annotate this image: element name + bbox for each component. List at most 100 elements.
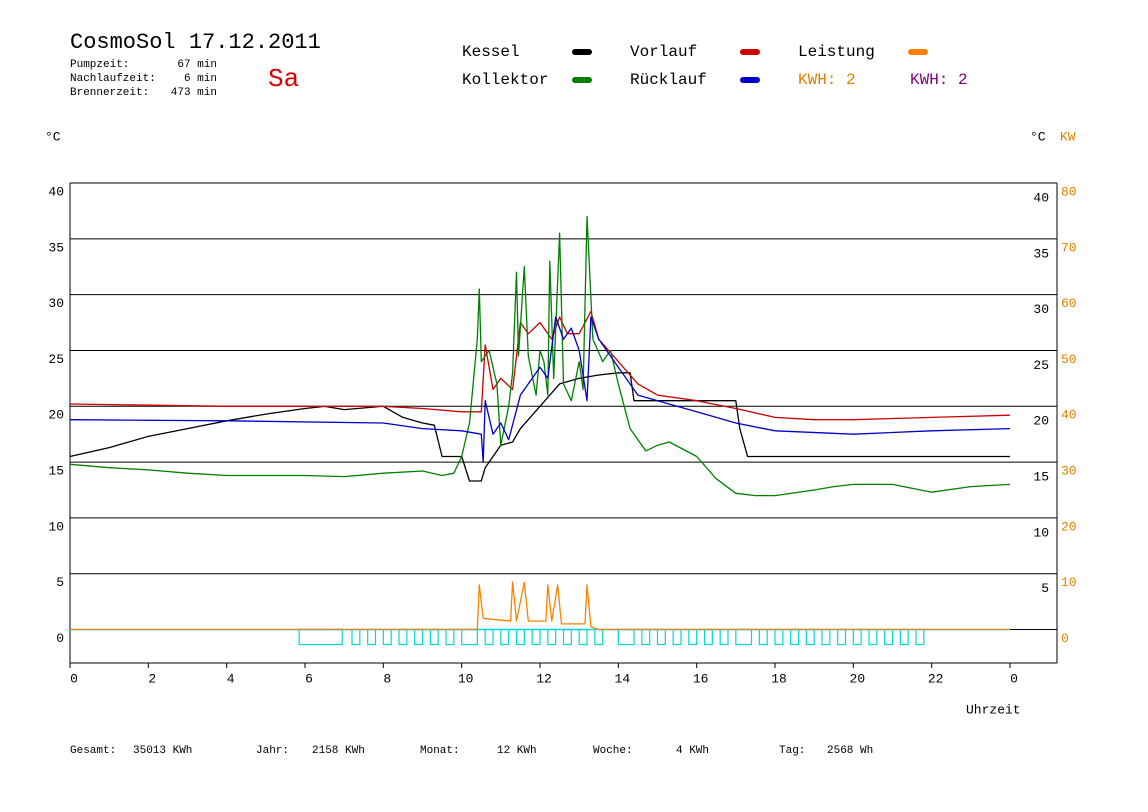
info-label: Brennerzeit: [70, 87, 149, 99]
y2-c-tick-label: 5 [1041, 581, 1049, 596]
x-tick-label: 4 [227, 671, 235, 686]
pump-on [531, 628, 541, 646]
series-line [69, 310, 1011, 421]
y-tick-label: 25 [48, 352, 64, 367]
y2-axis-label: KW [1060, 129, 1076, 144]
pump-on [367, 628, 377, 646]
pump-on [790, 628, 800, 646]
y2-tick-label: 80 [1061, 184, 1077, 199]
footer-label: Tag: [779, 745, 805, 757]
pump-on [484, 628, 494, 646]
info-value: 67 min [177, 59, 217, 71]
pump-on [735, 628, 753, 646]
y2-c-tick-label: 35 [1033, 246, 1049, 261]
pump-on [805, 628, 815, 646]
pump-on [899, 628, 909, 646]
y2-tick-label: 50 [1061, 352, 1077, 367]
info-label: Pumpzeit: [70, 59, 129, 71]
pump-on [445, 628, 455, 646]
pump-on [656, 628, 666, 646]
pump-on [298, 628, 343, 646]
footer-label: Monat: [420, 745, 460, 757]
pump-on [429, 628, 439, 646]
y2-tick-label: 40 [1061, 408, 1077, 423]
y2-tick-label: 60 [1061, 296, 1077, 311]
x-axis-label: Uhrzeit [966, 702, 1021, 717]
footer-label: Woche: [593, 745, 633, 757]
y2-c-tick-label: 10 [1033, 525, 1049, 540]
pump-on [719, 628, 729, 646]
y-tick-label: 30 [48, 296, 64, 311]
info-value: 473 min [171, 87, 217, 99]
chart-title: CosmoSol 17.12.2011 [70, 30, 321, 55]
pump-on [500, 628, 510, 646]
pump-on [398, 628, 408, 646]
y2-axis-label-c: °C [1030, 129, 1046, 144]
x-tick-label: 0 [70, 671, 78, 686]
y-tick-label: 40 [48, 184, 64, 199]
pump-on [915, 628, 925, 646]
pump-on [578, 628, 588, 646]
pump-on [703, 628, 713, 646]
pump-on [351, 628, 361, 646]
y2-tick-label: 30 [1061, 464, 1077, 479]
pump-on [868, 628, 878, 646]
y2-c-tick-label: 30 [1033, 302, 1049, 317]
legend-label: Kollektor [462, 71, 548, 89]
legend-label: Vorlauf [630, 43, 697, 61]
pump-on [758, 628, 768, 646]
pump-on [837, 628, 847, 646]
x-tick-label: 6 [305, 671, 313, 686]
pump-on [774, 628, 784, 646]
footer-value: 12 KWh [497, 745, 537, 757]
kwh-label: KWH: 2 [798, 71, 856, 89]
series-line [69, 316, 1011, 463]
x-tick-label: 16 [693, 671, 709, 686]
y-tick-label: 15 [48, 464, 64, 479]
day-label: Sa [268, 64, 299, 94]
x-tick-label: 22 [928, 671, 944, 686]
x-tick-label: 0 [1010, 671, 1018, 686]
x-tick-label: 10 [458, 671, 474, 686]
series-line [69, 372, 1010, 482]
y2-tick-label: 10 [1061, 575, 1077, 590]
y-tick-label: 10 [48, 519, 64, 534]
series-line [69, 215, 1011, 497]
y-tick-label: 35 [48, 240, 64, 255]
pump-on [547, 628, 557, 646]
x-tick-label: 18 [771, 671, 787, 686]
y2-c-tick-label: 20 [1033, 414, 1049, 429]
footer-value: 2158 KWh [312, 745, 365, 757]
pump-on [461, 628, 478, 646]
x-tick-label: 2 [148, 671, 156, 686]
y-tick-label: 20 [48, 408, 64, 423]
legend-label: Rücklauf [630, 71, 707, 89]
pump-on [821, 628, 831, 646]
y2-tick-label: 70 [1061, 240, 1077, 255]
pump-on [382, 628, 392, 646]
pump-on [688, 628, 698, 646]
pump-on [562, 628, 572, 646]
pump-on [672, 628, 682, 646]
x-tick-label: 20 [850, 671, 866, 686]
series-line [70, 581, 1010, 631]
footer-value: 4 KWh [676, 745, 709, 757]
x-tick-label: 12 [536, 671, 552, 686]
y2-c-tick-label: 40 [1033, 190, 1049, 205]
y-tick-label: 0 [56, 631, 64, 646]
y-tick-label: 5 [56, 575, 64, 590]
legend-label: Leistung [798, 43, 875, 61]
y2-c-tick-label: 15 [1033, 470, 1049, 485]
pump-on [641, 628, 651, 646]
pump-on [414, 628, 424, 646]
footer-value: 2568 Wh [827, 745, 873, 757]
x-tick-label: 8 [383, 671, 391, 686]
footer-label: Gesamt: [70, 745, 116, 757]
info-value: 6 min [184, 73, 217, 85]
x-tick-label: 14 [615, 671, 631, 686]
y2-c-tick-label: 25 [1033, 358, 1049, 373]
y2-tick-label: 0 [1061, 631, 1069, 646]
info-label: Nachlaufzeit: [70, 73, 156, 85]
pump-on [515, 628, 525, 646]
